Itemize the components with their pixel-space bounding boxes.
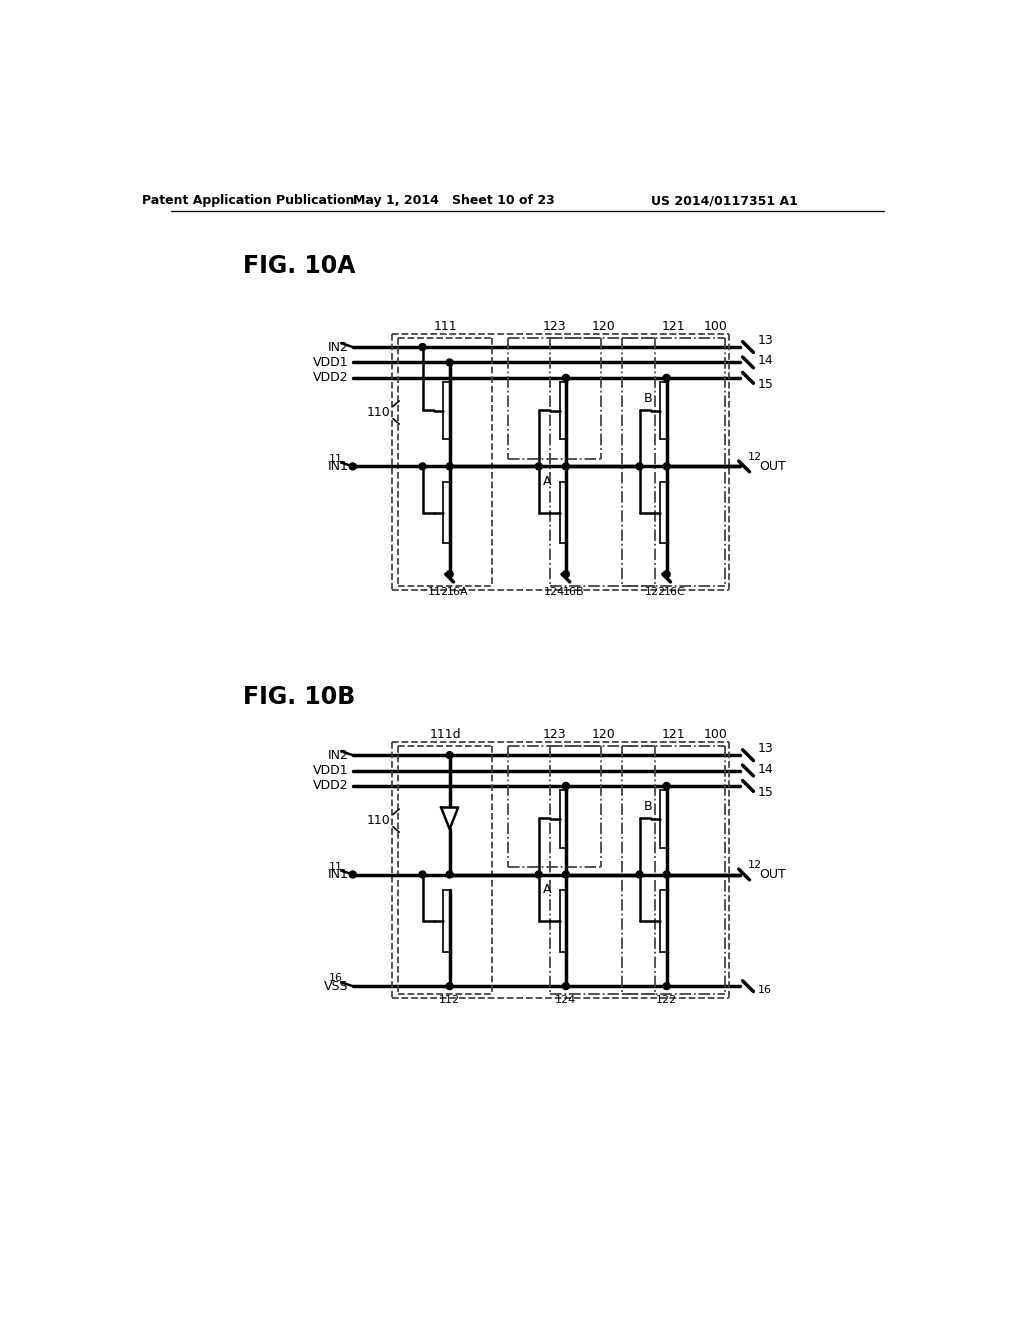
Text: FIG. 10B: FIG. 10B [243, 685, 355, 709]
Text: 110: 110 [367, 814, 390, 828]
Circle shape [536, 871, 543, 878]
Circle shape [536, 463, 543, 470]
Text: OUT: OUT [760, 459, 786, 473]
Circle shape [664, 570, 670, 578]
Text: 124: 124 [555, 995, 577, 1005]
Text: VSS: VSS [325, 979, 349, 993]
Text: 100: 100 [703, 727, 727, 741]
Circle shape [562, 871, 569, 878]
Circle shape [446, 359, 453, 366]
Text: 16C: 16C [664, 587, 685, 597]
Text: IN1: IN1 [328, 459, 349, 473]
Text: VDD2: VDD2 [313, 779, 349, 792]
Text: 110: 110 [367, 407, 390, 418]
Text: US 2014/0117351 A1: US 2014/0117351 A1 [651, 194, 798, 207]
Text: OUT: OUT [760, 869, 786, 880]
Circle shape [664, 783, 670, 789]
Circle shape [636, 871, 643, 878]
Circle shape [664, 463, 670, 470]
Circle shape [349, 463, 356, 470]
Text: 14: 14 [758, 354, 774, 367]
Text: 120: 120 [591, 727, 615, 741]
Text: 112: 112 [439, 995, 460, 1005]
Text: 16B: 16B [563, 587, 585, 597]
Circle shape [562, 375, 569, 381]
Text: Patent Application Publication: Patent Application Publication [142, 194, 354, 207]
Text: A: A [543, 883, 551, 896]
Circle shape [664, 375, 670, 381]
Circle shape [664, 871, 670, 878]
Text: B: B [643, 392, 652, 405]
Circle shape [664, 982, 670, 990]
Text: 16A: 16A [446, 587, 468, 597]
Text: IN2: IN2 [328, 748, 349, 762]
Text: 11: 11 [329, 454, 343, 463]
Polygon shape [441, 808, 458, 829]
Circle shape [419, 871, 426, 878]
Text: 14: 14 [758, 763, 774, 776]
Text: 123: 123 [543, 319, 566, 333]
Text: 112: 112 [427, 587, 449, 597]
Circle shape [419, 343, 426, 351]
Circle shape [419, 463, 426, 470]
Text: 122: 122 [644, 587, 666, 597]
Text: IN2: IN2 [328, 341, 349, 354]
Text: 11: 11 [329, 862, 343, 871]
Text: May 1, 2014   Sheet 10 of 23: May 1, 2014 Sheet 10 of 23 [352, 194, 554, 207]
Circle shape [562, 783, 569, 789]
Text: 111d: 111d [430, 727, 462, 741]
Text: 13: 13 [758, 334, 774, 347]
Circle shape [446, 463, 453, 470]
Circle shape [446, 871, 453, 878]
Circle shape [446, 751, 453, 759]
Text: 123: 123 [543, 727, 566, 741]
Circle shape [446, 982, 453, 990]
Text: 120: 120 [591, 319, 615, 333]
Text: 15: 15 [758, 785, 774, 799]
Text: 111: 111 [434, 319, 458, 333]
Text: 16: 16 [758, 985, 772, 995]
Text: A: A [543, 475, 551, 488]
Text: VDD2: VDD2 [313, 371, 349, 384]
Text: 16: 16 [329, 973, 343, 983]
Text: 12: 12 [748, 861, 762, 870]
Text: FIG. 10A: FIG. 10A [243, 255, 355, 279]
Text: 122: 122 [656, 995, 677, 1005]
Text: 100: 100 [703, 319, 727, 333]
Text: VDD1: VDD1 [313, 356, 349, 370]
Circle shape [349, 871, 356, 878]
Circle shape [446, 570, 453, 578]
Text: 13: 13 [758, 742, 774, 755]
Text: IN1: IN1 [328, 869, 349, 880]
Text: B: B [643, 800, 652, 813]
Circle shape [562, 570, 569, 578]
Text: VDD1: VDD1 [313, 764, 349, 777]
Text: 121: 121 [662, 319, 685, 333]
Text: 121: 121 [662, 727, 685, 741]
Circle shape [562, 982, 569, 990]
Text: 124: 124 [544, 587, 565, 597]
Text: 15: 15 [758, 378, 774, 391]
Text: 12: 12 [748, 453, 762, 462]
Circle shape [562, 463, 569, 470]
Circle shape [636, 463, 643, 470]
